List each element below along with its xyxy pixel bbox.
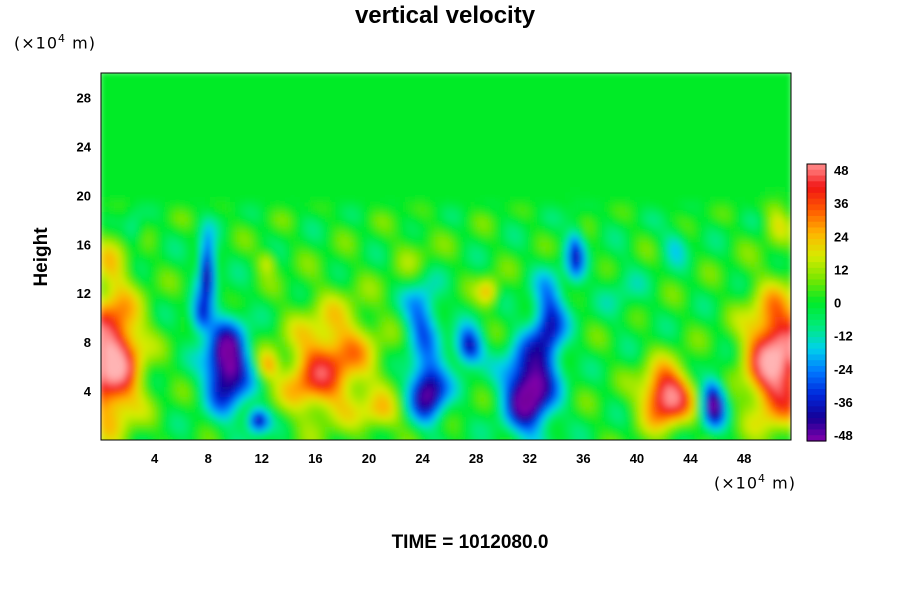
colorbar-segment (807, 221, 826, 229)
x-tick-label: 4 (151, 451, 159, 466)
colorbar-segment (807, 290, 826, 298)
colorbar-segment (807, 273, 826, 281)
colorbar-segment (807, 267, 826, 275)
colorbar-segment (807, 187, 826, 194)
colorbar-segment (807, 192, 826, 200)
colorbar-segment (807, 365, 826, 373)
y-tick-label: 8 (84, 335, 91, 350)
colorbar-segment (807, 239, 826, 246)
colorbar-segment (807, 198, 826, 205)
colorbar-segment (807, 417, 826, 425)
colorbar-segment (807, 400, 826, 407)
colorbar-segment (807, 256, 826, 263)
colorbar-tick-label: 12 (834, 262, 848, 277)
colorbar-tick-label: 0 (834, 296, 841, 311)
colorbar-segment (807, 371, 826, 379)
colorbar-segment (807, 423, 826, 431)
x-tick-label: 40 (630, 451, 644, 466)
colorbar-segment (807, 250, 826, 257)
x-axis-unit: (×104 m) (714, 472, 796, 493)
x-tick-label: 16 (308, 451, 322, 466)
y-tick-label: 4 (84, 384, 92, 399)
y-tick-label: 16 (77, 237, 91, 252)
colorbar: 48 36 24 12 0 -12 -24 -36 -48 (806, 163, 854, 443)
colorbar-frame (806, 163, 827, 442)
colorbar-segment (807, 233, 826, 240)
y-tick-label: 20 (77, 188, 91, 203)
colorbar-tick-label: 48 (834, 163, 848, 178)
colorbar-tick-label: -12 (834, 329, 853, 344)
colorbar-segment (807, 296, 826, 304)
x-tick-label: 44 (683, 451, 698, 466)
colorbar-segment (807, 215, 826, 223)
colorbar-tick-label: 24 (834, 229, 849, 244)
x-tick-label: 24 (415, 451, 430, 466)
colorbar-segment (807, 348, 826, 356)
colorbar-segment (807, 164, 826, 171)
y-tick-label: 12 (77, 286, 91, 301)
colorbar-segment (807, 169, 826, 177)
colorbar-segment (807, 302, 826, 309)
colorbar-segment (807, 227, 826, 234)
colorbar-segment (807, 394, 826, 402)
y-tick-label: 24 (77, 139, 92, 154)
x-tick-label: 48 (737, 451, 751, 466)
colorbar-segment (807, 412, 826, 419)
colorbar-segment (807, 285, 826, 292)
colorbar-segment (807, 377, 826, 384)
colorbar-segment (807, 279, 826, 286)
time-label: TIME = 1012080.0 (391, 532, 549, 553)
x-tick-label: 28 (469, 451, 483, 466)
colorbar-segment (807, 204, 826, 211)
colorbar-segment (807, 331, 826, 338)
colorbar-segment (807, 308, 826, 315)
y-axis-unit: (×104 m) (14, 32, 96, 53)
colorbar-segment (807, 360, 826, 367)
colorbar-segment (807, 325, 826, 332)
y-tick-label: 28 (77, 90, 91, 105)
colorbar-segment (807, 342, 826, 350)
colorbar-tick-label: -24 (834, 362, 854, 377)
chart-title: vertical velocity (354, 2, 536, 29)
colorbar-segment (807, 389, 826, 396)
x-tick-label: 12 (255, 451, 269, 466)
colorbar-segment (807, 337, 826, 344)
x-tick-label: 8 (205, 451, 212, 466)
colorbar-segment (807, 319, 826, 327)
y-axis: 4 8 12 16 20 24 28 (77, 90, 92, 399)
x-tick-label: 32 (523, 451, 537, 466)
colorbar-segment (807, 262, 826, 269)
colorbar-tick-label: 36 (834, 196, 848, 211)
colorbar-segment (807, 354, 826, 361)
colorbar-tick-label: -48 (834, 428, 853, 443)
colorbar-segment (807, 406, 826, 413)
colorbar-segment (807, 175, 826, 182)
colorbar-segment (807, 383, 826, 390)
colorbar-segment (807, 181, 826, 188)
colorbar-tick-label: -36 (834, 395, 853, 410)
plot-frame (100, 72, 792, 441)
colorbar-segment (807, 435, 826, 442)
colorbar-segment (807, 210, 826, 217)
colorbar-segment (807, 429, 826, 436)
x-tick-label: 20 (362, 451, 376, 466)
heatmap-field (101, 73, 791, 440)
x-tick-label: 36 (576, 451, 590, 466)
colorbar-segment (807, 314, 826, 321)
colorbar-segment (807, 244, 826, 252)
x-axis: 4 8 12 16 20 24 28 32 36 40 44 48 (151, 451, 751, 466)
